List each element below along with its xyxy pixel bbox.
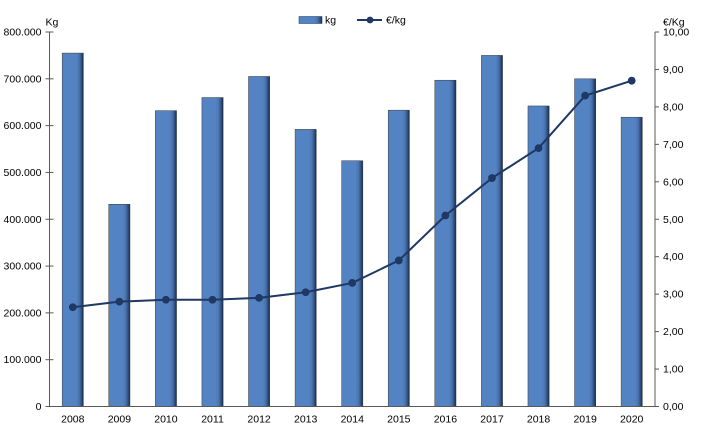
svg-text:500.000: 500.000 [4, 167, 42, 179]
svg-text:2,00: 2,00 [663, 326, 684, 338]
svg-text:5,00: 5,00 [663, 214, 684, 226]
svg-text:2010: 2010 [154, 414, 178, 426]
svg-text:800.000: 800.000 [4, 27, 42, 39]
svg-text:6,00: 6,00 [663, 176, 684, 188]
svg-text:2012: 2012 [247, 414, 271, 426]
svg-text:2013: 2013 [294, 414, 318, 426]
svg-text:2018: 2018 [527, 414, 551, 426]
svg-text:400.000: 400.000 [4, 214, 42, 226]
svg-text:8,00: 8,00 [663, 101, 684, 113]
svg-text:2014: 2014 [341, 414, 365, 426]
svg-text:2011: 2011 [201, 414, 224, 426]
svg-text:300.000: 300.000 [4, 261, 42, 273]
svg-text:€/kg: €/kg [386, 15, 406, 27]
svg-text:600.000: 600.000 [4, 120, 42, 132]
svg-text:2009: 2009 [108, 414, 132, 426]
svg-text:100.000: 100.000 [4, 354, 42, 366]
svg-text:2017: 2017 [480, 414, 504, 426]
svg-text:0: 0 [36, 401, 42, 413]
svg-text:2020: 2020 [620, 414, 644, 426]
svg-text:3,00: 3,00 [663, 289, 684, 301]
svg-text:€/Kg: €/Kg [663, 17, 685, 29]
svg-text:2019: 2019 [573, 414, 597, 426]
svg-text:2008: 2008 [61, 414, 85, 426]
svg-text:7,00: 7,00 [663, 139, 684, 151]
svg-text:9,00: 9,00 [663, 64, 684, 76]
svg-text:700.000: 700.000 [4, 73, 42, 85]
svg-text:kg: kg [325, 15, 336, 27]
svg-text:2016: 2016 [434, 414, 458, 426]
svg-text:1,00: 1,00 [663, 364, 684, 376]
svg-text:0,00: 0,00 [663, 401, 684, 413]
svg-text:4,00: 4,00 [663, 251, 684, 263]
svg-text:2015: 2015 [387, 414, 411, 426]
svg-text:Kg: Kg [46, 17, 59, 29]
svg-text:200.000: 200.000 [4, 307, 42, 319]
